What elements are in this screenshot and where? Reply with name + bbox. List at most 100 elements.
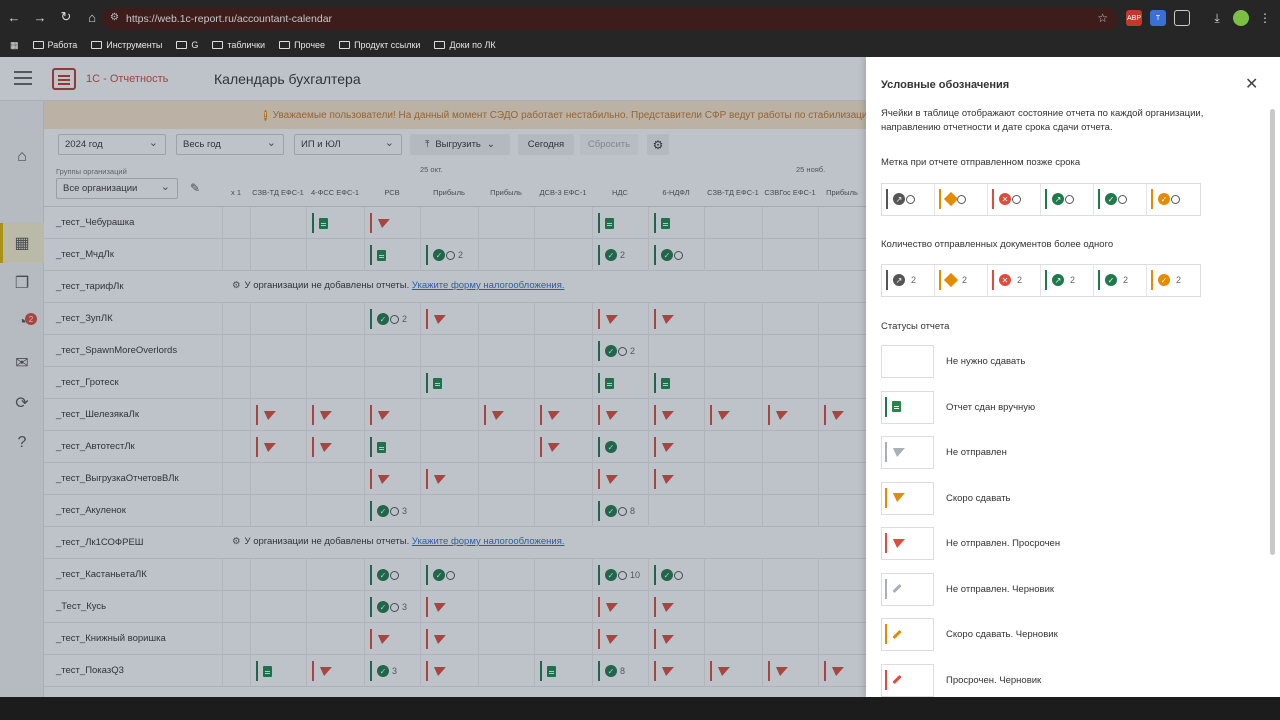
menu-kebab-icon[interactable]: ⋮ bbox=[1259, 11, 1271, 25]
org-name[interactable]: _тест_тарифЛк bbox=[56, 281, 124, 292]
report-cell[interactable] bbox=[478, 207, 534, 239]
report-cell[interactable] bbox=[704, 207, 762, 239]
report-cell[interactable] bbox=[534, 495, 592, 527]
report-cell[interactable] bbox=[648, 367, 704, 399]
report-cell[interactable] bbox=[306, 495, 364, 527]
report-cell[interactable] bbox=[306, 399, 364, 431]
site-info-icon[interactable]: ⚙ bbox=[110, 12, 119, 23]
org-name[interactable]: _тест_Акуленок bbox=[56, 505, 126, 516]
extensions-icon[interactable] bbox=[1174, 10, 1190, 26]
report-cell[interactable] bbox=[364, 623, 420, 655]
report-cell[interactable] bbox=[222, 399, 250, 431]
bookmark-star-icon[interactable]: ☆ bbox=[1097, 11, 1108, 25]
report-cell[interactable] bbox=[478, 367, 534, 399]
today-button[interactable]: Сегодня bbox=[518, 134, 574, 155]
report-cell[interactable] bbox=[306, 623, 364, 655]
bookmark-item[interactable]: Продукт ссылки bbox=[339, 40, 420, 50]
report-cell[interactable] bbox=[704, 623, 762, 655]
report-cell[interactable] bbox=[222, 655, 250, 687]
org-name[interactable]: _тест_МчдЛк bbox=[56, 249, 114, 260]
report-cell[interactable] bbox=[250, 655, 306, 687]
bookmark-item[interactable]: таблички bbox=[212, 40, 265, 50]
column-header[interactable]: 6-НДФЛ bbox=[662, 187, 690, 197]
org-name[interactable]: _тест_КастаньетаЛК bbox=[56, 569, 147, 580]
sync-nav-icon[interactable]: ⟳ bbox=[15, 395, 29, 412]
report-cell[interactable] bbox=[364, 335, 420, 367]
report-cell[interactable] bbox=[762, 559, 818, 591]
report-cell[interactable] bbox=[222, 335, 250, 367]
forward-icon[interactable]: → bbox=[33, 9, 47, 25]
report-cell[interactable] bbox=[592, 303, 648, 335]
report-cell[interactable] bbox=[592, 591, 648, 623]
report-cell[interactable] bbox=[222, 463, 250, 495]
report-cell[interactable] bbox=[648, 495, 704, 527]
column-header[interactable]: НДС bbox=[612, 187, 628, 197]
report-cell[interactable] bbox=[592, 399, 648, 431]
report-cell[interactable] bbox=[250, 303, 306, 335]
org-name[interactable]: _тест_Чебурашка bbox=[56, 217, 135, 228]
report-cell[interactable] bbox=[818, 207, 866, 239]
close-icon[interactable]: ✕ bbox=[1245, 76, 1259, 93]
adblock-extension-icon[interactable]: ABP bbox=[1126, 10, 1142, 26]
report-cell[interactable] bbox=[534, 655, 592, 687]
report-cell[interactable] bbox=[818, 399, 866, 431]
report-cell[interactable] bbox=[250, 431, 306, 463]
bookmark-item[interactable]: Инструменты bbox=[91, 40, 162, 50]
report-cell[interactable] bbox=[704, 431, 762, 463]
column-header[interactable]: Прибыль bbox=[433, 187, 465, 197]
report-cell[interactable] bbox=[250, 591, 306, 623]
report-cell[interactable] bbox=[420, 431, 478, 463]
report-cell[interactable] bbox=[364, 239, 420, 271]
report-cell[interactable] bbox=[818, 591, 866, 623]
report-cell[interactable] bbox=[478, 239, 534, 271]
report-cell[interactable] bbox=[648, 655, 704, 687]
report-cell[interactable] bbox=[648, 303, 704, 335]
report-cell[interactable]: ✓ bbox=[420, 559, 478, 591]
report-cell[interactable] bbox=[222, 367, 250, 399]
requirements-nav-icon[interactable]: ◔ bbox=[17, 314, 27, 331]
report-cell[interactable] bbox=[222, 431, 250, 463]
report-cell[interactable] bbox=[762, 399, 818, 431]
report-cell[interactable] bbox=[478, 431, 534, 463]
report-cell[interactable]: ✓ bbox=[648, 559, 704, 591]
panel-scrollbar[interactable] bbox=[1270, 109, 1275, 555]
report-cell[interactable] bbox=[818, 239, 866, 271]
report-cell[interactable] bbox=[592, 367, 648, 399]
report-cell[interactable] bbox=[420, 367, 478, 399]
report-cell[interactable] bbox=[534, 239, 592, 271]
help-nav-icon[interactable]: ? bbox=[17, 434, 27, 451]
report-cell[interactable] bbox=[648, 623, 704, 655]
report-cell[interactable] bbox=[250, 207, 306, 239]
org-name[interactable]: _тест_SpawnMoreOverlords bbox=[56, 345, 178, 356]
column-header[interactable]: СЗВГос ЕФС-1 bbox=[764, 187, 816, 197]
report-cell[interactable] bbox=[704, 463, 762, 495]
reset-button[interactable]: Сбросить bbox=[580, 134, 638, 155]
report-cell[interactable] bbox=[704, 239, 762, 271]
report-cell[interactable]: ✓ 2 bbox=[592, 335, 648, 367]
report-cell[interactable] bbox=[478, 495, 534, 527]
report-cell[interactable] bbox=[420, 463, 478, 495]
report-cell[interactable] bbox=[534, 335, 592, 367]
report-cell[interactable] bbox=[704, 367, 762, 399]
home-nav-icon[interactable]: ⌂ bbox=[17, 148, 27, 165]
report-cell[interactable] bbox=[364, 431, 420, 463]
report-cell[interactable]: ✓ bbox=[648, 239, 704, 271]
report-cell[interactable]: ✓ 3 bbox=[364, 655, 420, 687]
report-cell[interactable] bbox=[306, 335, 364, 367]
profile-avatar[interactable] bbox=[1233, 10, 1249, 26]
report-cell[interactable] bbox=[222, 559, 250, 591]
reports-nav-icon[interactable]: ❐ bbox=[14, 275, 30, 292]
report-cell[interactable] bbox=[704, 559, 762, 591]
report-cell[interactable] bbox=[420, 207, 478, 239]
column-header[interactable]: Прибыль bbox=[826, 187, 858, 197]
report-cell[interactable] bbox=[222, 303, 250, 335]
report-cell[interactable] bbox=[250, 623, 306, 655]
column-header[interactable]: 4-ФСС ЕФС-1 bbox=[310, 187, 360, 197]
report-cell[interactable] bbox=[818, 303, 866, 335]
report-cell[interactable] bbox=[250, 239, 306, 271]
report-cell[interactable] bbox=[704, 655, 762, 687]
report-cell[interactable] bbox=[478, 303, 534, 335]
report-cell[interactable] bbox=[648, 207, 704, 239]
report-cell[interactable] bbox=[704, 335, 762, 367]
report-cell[interactable] bbox=[762, 495, 818, 527]
